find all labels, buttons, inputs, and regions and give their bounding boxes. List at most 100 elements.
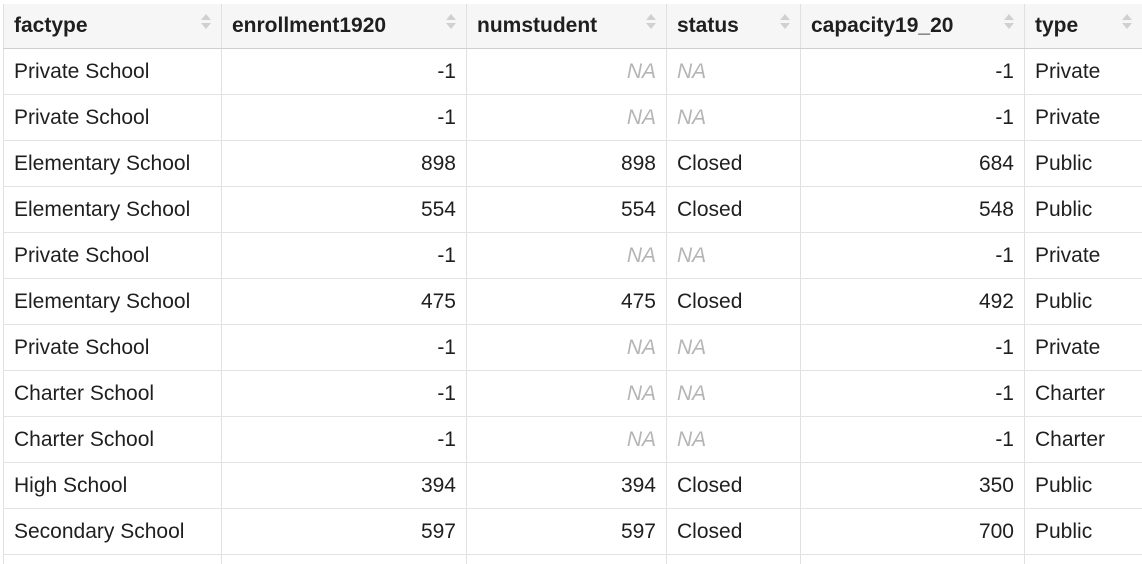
table-row[interactable]: Private School -1 NA NA -1 Private xyxy=(3,94,1142,141)
column-header-label: type xyxy=(1035,14,1079,37)
column-header-label: factype xyxy=(14,14,88,37)
table-cell: 394 xyxy=(221,462,467,509)
table-cell: 554 xyxy=(466,186,667,233)
table-cell: Private xyxy=(1024,324,1142,371)
table-cell: -1 xyxy=(221,416,467,463)
table-cell: Public xyxy=(1024,278,1142,325)
table-cell: Private School xyxy=(3,48,222,95)
table-cell: -1 xyxy=(221,94,467,141)
column-header-enrollment1920[interactable]: enrollment1920 xyxy=(221,4,467,49)
table-cell: 492 xyxy=(800,278,1025,325)
table-cell xyxy=(3,554,222,564)
table-cell: -1 xyxy=(800,370,1025,417)
table-row[interactable]: Charter School -1 NA NA -1 Charter xyxy=(3,370,1142,417)
table-cell: Public xyxy=(1024,462,1142,509)
table-cell: 475 xyxy=(466,278,667,325)
table-cell: Closed xyxy=(666,462,801,509)
sort-arrows-icon[interactable] xyxy=(780,13,790,33)
column-header-numstudent[interactable]: numstudent xyxy=(466,4,667,49)
table-cell: NA xyxy=(466,416,667,463)
table-cell: -1 xyxy=(800,324,1025,371)
table-cell: Elementary School xyxy=(3,140,222,187)
column-header-label: capacity19_20 xyxy=(811,14,954,37)
table-cell: NA xyxy=(666,370,801,417)
table-cell xyxy=(466,554,667,564)
table-cell: NA xyxy=(666,232,801,279)
table-cell: Public xyxy=(1024,508,1142,555)
table-row[interactable]: High School 394 394 Closed 350 Public xyxy=(3,462,1142,509)
sort-arrows-icon[interactable] xyxy=(1122,13,1132,33)
table-row[interactable] xyxy=(3,554,1142,564)
table-body: Private School -1 NA NA -1 Private Private Sch… xyxy=(3,48,1142,564)
sort-arrows-icon[interactable] xyxy=(646,13,656,33)
table-cell: -1 xyxy=(800,94,1025,141)
table-row[interactable]: Charter School -1 NA NA -1 Charter xyxy=(3,416,1142,463)
column-header-factype[interactable]: factype xyxy=(3,4,222,49)
table-cell: Private School xyxy=(3,232,222,279)
table-cell: -1 xyxy=(800,416,1025,463)
table-row[interactable]: Private School -1 NA NA -1 Private xyxy=(3,324,1142,371)
table-cell: Public xyxy=(1024,186,1142,233)
table-cell: NA xyxy=(466,324,667,371)
table-cell: Public xyxy=(1024,140,1142,187)
table-cell: Charter School xyxy=(3,370,222,417)
table-row[interactable]: Elementary School 475 475 Closed 492 Public xyxy=(3,278,1142,325)
table-cell: 684 xyxy=(800,140,1025,187)
table-row[interactable]: Secondary School 597 597 Closed 700 Public xyxy=(3,508,1142,555)
sort-arrows-icon[interactable] xyxy=(1004,13,1014,33)
table-cell: -1 xyxy=(221,48,467,95)
table-cell xyxy=(221,554,467,564)
table-cell: 394 xyxy=(466,462,667,509)
column-header-label: status xyxy=(677,14,739,37)
table-cell: Private xyxy=(1024,94,1142,141)
table-cell: 554 xyxy=(221,186,467,233)
table-cell: Closed xyxy=(666,140,801,187)
table-cell: Closed xyxy=(666,508,801,555)
table-cell: 898 xyxy=(466,140,667,187)
table-cell: Charter xyxy=(1024,370,1142,417)
sort-arrows-icon[interactable] xyxy=(446,13,456,33)
table-cell: -1 xyxy=(221,324,467,371)
table-cell xyxy=(666,554,801,564)
sort-arrows-icon[interactable] xyxy=(201,13,211,33)
table-cell: NA xyxy=(666,324,801,371)
table-cell: NA xyxy=(666,48,801,95)
table-row[interactable]: Elementary School 554 554 Closed 548 Public xyxy=(3,186,1142,233)
column-header-type[interactable]: type xyxy=(1024,4,1142,49)
table-cell xyxy=(1024,554,1142,564)
table-cell: 548 xyxy=(800,186,1025,233)
table-cell: NA xyxy=(466,370,667,417)
table-cell: NA xyxy=(466,48,667,95)
header-row: factype enrollment1920 numstudent status cap… xyxy=(3,4,1142,49)
data-grid: factype enrollment1920 numstudent status cap… xyxy=(3,4,1142,564)
table-cell: Secondary School xyxy=(3,508,222,555)
column-header-label: enrollment1920 xyxy=(232,14,387,37)
table-cell: Elementary School xyxy=(3,186,222,233)
table-cell: 350 xyxy=(800,462,1025,509)
table-cell: Private School xyxy=(3,94,222,141)
table-row[interactable]: Elementary School 898 898 Closed 684 Public xyxy=(3,140,1142,187)
table-cell xyxy=(800,554,1025,564)
table-cell: 475 xyxy=(221,278,467,325)
table-row[interactable]: Private School -1 NA NA -1 Private xyxy=(3,48,1142,95)
table-cell: Private xyxy=(1024,232,1142,279)
table-cell: High School xyxy=(3,462,222,509)
table-cell: Charter xyxy=(1024,416,1142,463)
table-cell: 898 xyxy=(221,140,467,187)
table-cell: -1 xyxy=(800,232,1025,279)
table-cell: NA xyxy=(666,94,801,141)
table-cell: -1 xyxy=(221,232,467,279)
table-cell: NA xyxy=(666,416,801,463)
table-cell: -1 xyxy=(800,48,1025,95)
table-cell: Charter School xyxy=(3,416,222,463)
table-row[interactable]: Private School -1 NA NA -1 Private xyxy=(3,232,1142,279)
column-header-status[interactable]: status xyxy=(666,4,801,49)
table-cell: Private School xyxy=(3,324,222,371)
table-cell: 700 xyxy=(800,508,1025,555)
column-header-label: numstudent xyxy=(477,14,598,37)
column-header-capacity19-20[interactable]: capacity19_20 xyxy=(800,4,1025,49)
table-cell: Private xyxy=(1024,48,1142,95)
table-cell: Closed xyxy=(666,186,801,233)
table-cell: Closed xyxy=(666,278,801,325)
table-cell: 597 xyxy=(221,508,467,555)
